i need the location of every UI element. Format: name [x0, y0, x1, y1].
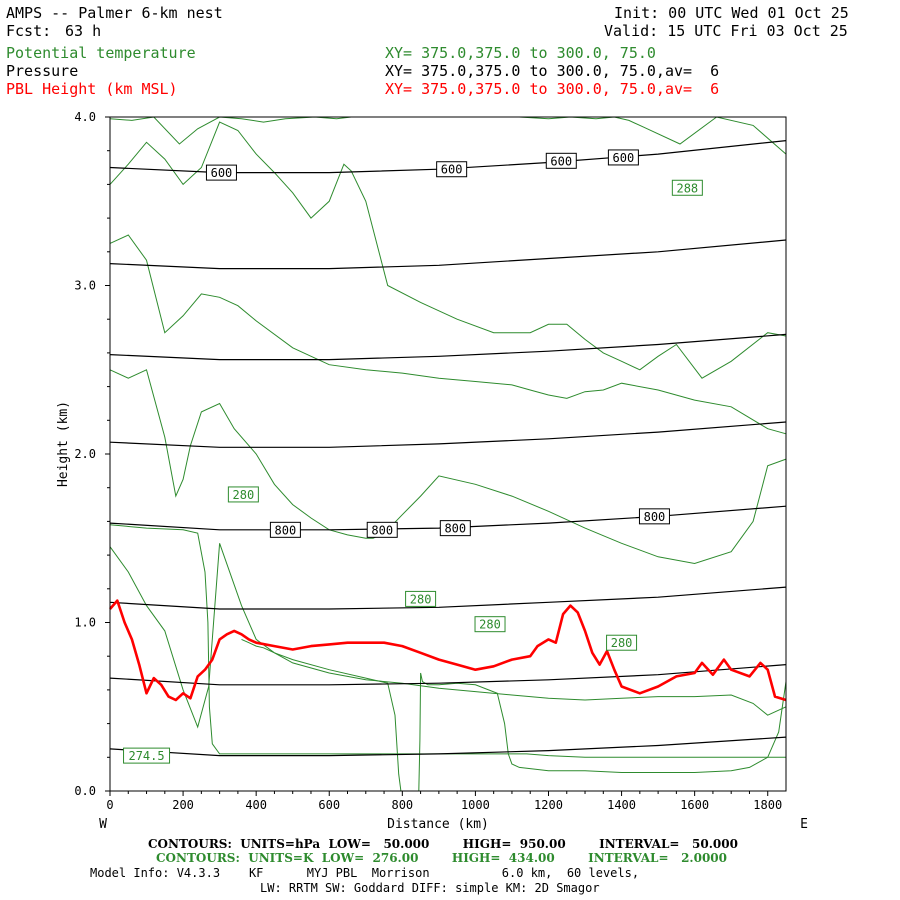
pressure-label-3: 600 — [613, 151, 635, 165]
x-tick-label-1000: 1000 — [461, 798, 490, 812]
x-tick-label-0: 0 — [106, 798, 113, 812]
theta-label-3-box — [474, 616, 506, 633]
field-pressure-xy: XY= 375.0,375.0 to 300.0, 75.0,av= 6 — [385, 62, 720, 80]
pressure-label-0-box — [205, 164, 237, 181]
pbl-height-line — [109, 599, 787, 702]
theta-contour-4 — [109, 543, 787, 729]
theta-contour-3 — [109, 369, 787, 565]
y-tick-label-4: 4.0 — [74, 110, 96, 124]
theta-label-4: 280 — [611, 636, 633, 650]
pressure-label-7-box — [638, 508, 670, 525]
pressure-contour-850 — [109, 586, 787, 610]
theta-label-0-box — [671, 179, 703, 196]
theta-label-1-box — [227, 486, 259, 503]
pressure-contour-750 — [109, 421, 787, 448]
model-info-physics: LW: RRTM SW: Goddard DIFF: simple KM: 2D… — [260, 881, 600, 895]
theta-label-4-box — [606, 634, 638, 651]
theta-contour-0 — [109, 116, 787, 155]
pressure-label-6: 800 — [444, 522, 466, 536]
pressure-contour-900 — [109, 664, 787, 686]
model-info: Model Info: V4.3.3 KF MYJ PBL Morrison 6… — [90, 866, 640, 880]
field-pbl-xy: XY= 375.0,375.0 to 300.0, 75.0,av= 6 — [385, 80, 720, 98]
x-tick-label-1200: 1200 — [534, 798, 563, 812]
field-pressure-name: Pressure — [6, 62, 79, 80]
x-tick-label-400: 400 — [245, 798, 267, 812]
pressure-label-1-box — [436, 161, 468, 178]
pressure-label-2: 600 — [550, 154, 572, 168]
pressure-contour-700 — [109, 333, 787, 361]
theta-contour-5 — [109, 524, 786, 758]
y-axis-label: Height (km) — [56, 401, 71, 487]
forecast-label: Fcst: — [6, 22, 52, 40]
pressure-label-5: 800 — [371, 523, 393, 537]
pressure-contour-950 — [109, 736, 787, 757]
pressure-contour-650 — [109, 239, 787, 270]
pressure-label-3-box — [607, 149, 639, 166]
forecast-hour: 63 h — [65, 22, 102, 40]
x-tick-label-1400: 1400 — [607, 798, 636, 812]
pressure-label-6-box — [439, 520, 471, 537]
x-tick-label-1600: 1600 — [680, 798, 709, 812]
theta-label-2-box — [405, 590, 437, 607]
init-time: Init: 00 UTC Wed 01 Oct 25 — [614, 4, 849, 22]
pressure-label-2-box — [545, 152, 577, 169]
theta-label-2: 280 — [410, 592, 432, 606]
field-theta-name: Potential temperature — [6, 44, 196, 62]
x-tick-label-800: 800 — [391, 798, 413, 812]
y-tick-label-2: 2.0 — [74, 447, 96, 461]
y-tick-label-0: 0.0 — [74, 784, 96, 798]
theta-contour-1 — [109, 121, 787, 379]
field-pbl-name: PBL Height (km MSL) — [6, 80, 178, 98]
model-title: AMPS -- Palmer 6-km nest — [6, 4, 223, 22]
field-theta-xy: XY= 375.0,375.0 to 300.0, 75.0 — [385, 44, 656, 62]
x-axis-label: Distance (km) — [387, 817, 489, 832]
pressure-label-4-box — [269, 521, 301, 538]
pressure-label-7: 800 — [644, 510, 666, 524]
pressure-contour-info: CONTOURS: UNITS=hPa LOW= 50.000 HIGH= 95… — [148, 837, 738, 851]
theta-label-0: 288 — [676, 181, 698, 195]
pressure-label-1: 600 — [441, 163, 463, 177]
pbl-height-series — [109, 599, 787, 702]
theta-contour-7 — [418, 672, 787, 792]
x-axis-east-label: E — [800, 817, 808, 832]
axes: 0 200 400 600 800 1000 1200 1400 1600 1800 0.0 1.0 2… — [56, 110, 808, 832]
theta-label-1: 280 — [233, 488, 255, 502]
plot-frame — [109, 116, 787, 792]
valid-time: Valid: 15 UTC Fri 03 Oct 25 — [604, 22, 848, 40]
theta-contour-2 — [109, 234, 787, 435]
x-axis-west-label: W — [99, 817, 107, 832]
theta-label-5-box — [123, 747, 171, 764]
x-tick-label-200: 200 — [172, 798, 194, 812]
theta-label-5: 274.5 — [128, 749, 164, 763]
y-tick-label-1: 1.0 — [74, 616, 96, 630]
theta-contour-6 — [241, 638, 403, 792]
theta-label-3: 280 — [479, 618, 501, 632]
pressure-label-5-box — [366, 521, 398, 538]
y-tick-label-3: 3.0 — [74, 279, 96, 293]
pressure-label-0: 600 — [211, 166, 233, 180]
theta-contour-info: CONTOURS: UNITS=K LOW= 276.00 HIGH= 434.… — [156, 851, 727, 865]
theta-contours — [109, 116, 787, 792]
pressure-label-4: 800 — [275, 523, 297, 537]
x-tick-label-600: 600 — [318, 798, 340, 812]
x-tick-label-1800: 1800 — [753, 798, 782, 812]
contour-labels: 600 600 600 600 800 800 800 800 288 280 280 280 280 2… — [123, 149, 703, 764]
